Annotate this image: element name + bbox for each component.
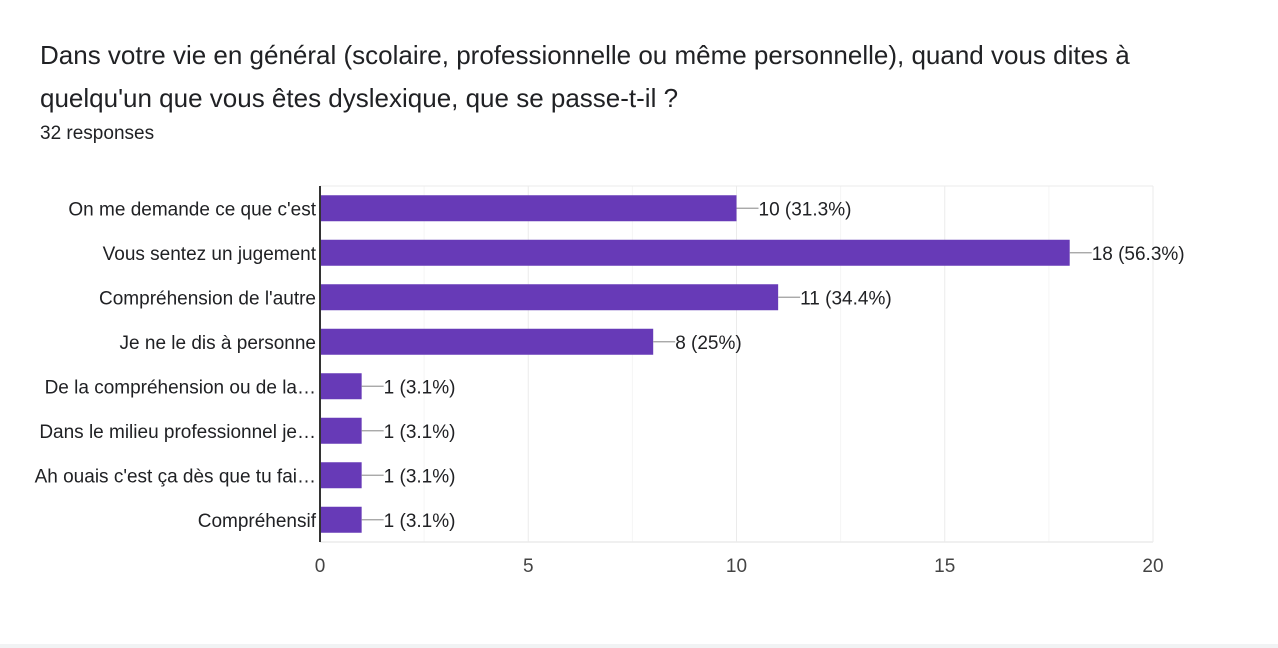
data-label: 1 (3.1%) (384, 377, 456, 398)
category-label: Je ne le dis à personne (120, 333, 316, 354)
bar (320, 328, 654, 355)
category-label: On me demande ce que c'est (68, 199, 316, 220)
category-label: Ah ouais c'est ça dès que tu fai… (35, 466, 316, 487)
label-layer: On me demande ce que c'est 10 (31.3%) Vous… (35, 199, 1185, 532)
category-label: Compréhension de l'autre (99, 288, 316, 309)
bar (320, 284, 779, 311)
grid-layer (320, 185, 1154, 543)
axis-layer: 0 5 10 15 20 (315, 186, 1164, 577)
category-label: Compréhensif (198, 511, 317, 532)
data-label: 1 (3.1%) (384, 466, 456, 487)
x-tick-label: 10 (726, 556, 747, 577)
x-tick-label: 15 (934, 556, 955, 577)
x-tick-label: 5 (523, 556, 534, 577)
bar (320, 462, 362, 489)
data-label: 18 (56.3%) (1092, 244, 1185, 265)
data-label: 11 (34.4%) (800, 288, 892, 309)
data-label: 1 (3.1%) (384, 511, 456, 532)
category-label: De la compréhension ou de la… (45, 377, 316, 398)
bar (320, 373, 362, 400)
bottom-divider (0, 644, 1278, 648)
bar (320, 417, 362, 444)
bar (320, 195, 737, 222)
x-tick-label: 0 (315, 556, 326, 577)
bar-layer (320, 195, 1070, 533)
data-label: 8 (25%) (675, 333, 742, 354)
response-count: 32 responses (40, 123, 155, 144)
category-label: Dans le milieu professionnel je… (39, 422, 316, 443)
category-label: Vous sentez un jugement (103, 244, 317, 265)
question-title: Dans votre vie en général (scolaire, pro… (40, 40, 1130, 113)
data-label: 10 (31.3%) (759, 199, 852, 220)
data-label: 1 (3.1%) (384, 422, 456, 443)
x-tick-label: 20 (1142, 556, 1163, 577)
bar (320, 506, 362, 533)
bar (320, 239, 1070, 266)
